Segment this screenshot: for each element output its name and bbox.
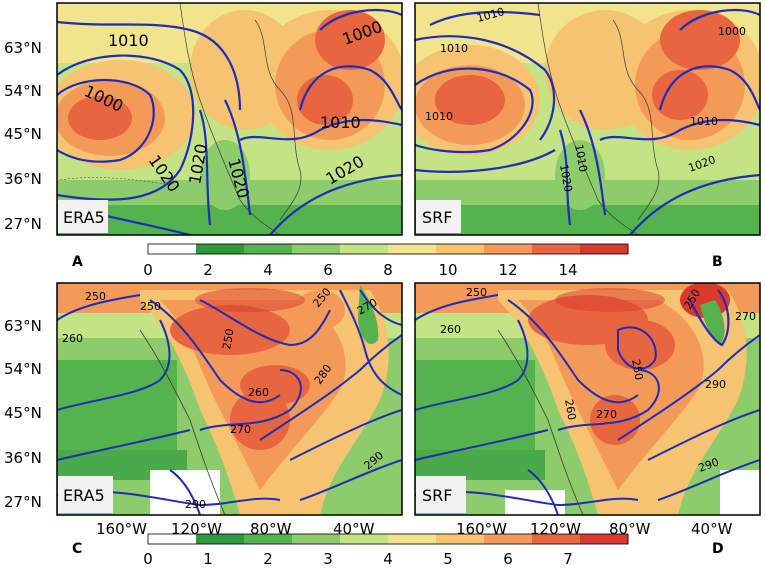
contour-label: 1010 bbox=[690, 115, 718, 128]
colorbar-bottom-swatch bbox=[388, 534, 437, 544]
panel-b-source-box: SRF bbox=[416, 200, 461, 233]
colorbar-bottom: 0 1 2 3 4 5 6 7 bbox=[143, 533, 629, 568]
colorbar-bottom-tick: 4 bbox=[383, 550, 393, 568]
contour-label: 260 bbox=[562, 398, 578, 421]
lat-label: 45°N bbox=[4, 404, 42, 422]
contour-label: 260 bbox=[248, 386, 269, 399]
colorbar-top-swatch bbox=[148, 244, 197, 254]
lon-label: 160°W bbox=[96, 520, 147, 538]
contour-label: 1010 bbox=[425, 110, 453, 123]
panel-letter-c: C bbox=[72, 541, 82, 557]
panel-a-source-label: ERA5 bbox=[63, 208, 105, 227]
colorbar-bottom-swatch bbox=[148, 534, 197, 544]
panel-c-source-label: ERA5 bbox=[63, 486, 105, 505]
colorbar-top-swatch bbox=[580, 244, 629, 254]
contour-label: 270 bbox=[596, 408, 617, 421]
lat-label: 36°N bbox=[4, 449, 42, 467]
colorbar-bottom-swatch bbox=[580, 534, 629, 544]
contour-label: 250 bbox=[629, 358, 645, 381]
lat-label: 63°N bbox=[4, 39, 42, 57]
contour-label: 250 bbox=[466, 286, 487, 299]
contour-label: 1010 bbox=[572, 143, 590, 173]
colorbar-bottom-swatch bbox=[436, 534, 485, 544]
contour-label: 290 bbox=[705, 378, 726, 391]
contour-label: 290 bbox=[185, 498, 206, 511]
colorbar-bottom-tick: 2 bbox=[263, 550, 273, 568]
lon-label: 120°W bbox=[171, 520, 222, 538]
colorbar-bottom-tick: 3 bbox=[323, 550, 333, 568]
contour-label: 1010 bbox=[108, 31, 149, 50]
latitude-labels-bottom: 63°N 54°N 45°N 36°N 27°N bbox=[4, 317, 42, 511]
colorbar-top-swatch bbox=[292, 244, 341, 254]
contour-label: 270 bbox=[735, 310, 756, 323]
lon-label: 120°W bbox=[530, 520, 581, 538]
colorbar-top-tick: 8 bbox=[383, 261, 393, 279]
colorbar-top-swatch bbox=[244, 244, 293, 254]
colorbar-top-tick: 4 bbox=[263, 261, 273, 279]
lon-label: 160°W bbox=[456, 520, 507, 538]
colorbar-top-swatch bbox=[436, 244, 485, 254]
lat-label: 63°N bbox=[4, 317, 42, 335]
lon-label: 80°W bbox=[250, 520, 292, 538]
colorbar-top-tick: 2 bbox=[203, 261, 213, 279]
lat-label: 45°N bbox=[4, 125, 42, 143]
panel-a-map bbox=[56, 2, 403, 236]
colorbar-top-swatch bbox=[340, 244, 389, 254]
colorbar-top-tick: 0 bbox=[143, 261, 153, 279]
colorbar-bottom-tick: 5 bbox=[443, 550, 453, 568]
panel-a-source-box: ERA5 bbox=[58, 200, 108, 233]
panel-b-map bbox=[414, 2, 761, 236]
contour-label: 270 bbox=[230, 423, 251, 436]
contour-label: 1010 bbox=[440, 42, 468, 55]
colorbar-top-tick: 10 bbox=[438, 261, 457, 279]
colorbar-top-swatch bbox=[196, 244, 245, 254]
lat-label: 54°N bbox=[4, 82, 42, 100]
panel-d-map bbox=[414, 282, 761, 516]
longitude-labels-left: 160°W 120°W 80°W 40°W bbox=[96, 520, 375, 538]
contour-label: 260 bbox=[62, 332, 83, 345]
contour-label: 250 bbox=[140, 300, 161, 313]
lat-label: 27°N bbox=[4, 215, 42, 233]
panel-c-source-box: ERA5 bbox=[58, 476, 113, 513]
lon-label: 80°W bbox=[609, 520, 651, 538]
lon-label: 40°W bbox=[333, 520, 375, 538]
contour-label: 260 bbox=[440, 323, 461, 336]
colorbar-bottom-tick: 6 bbox=[503, 550, 513, 568]
contour-label: 1000 bbox=[718, 25, 746, 38]
panel-c-map bbox=[56, 282, 403, 516]
colorbar-bottom-swatch bbox=[292, 534, 341, 544]
colorbar-bottom-swatch bbox=[484, 534, 533, 544]
panel-d-source-box: SRF bbox=[416, 476, 466, 513]
colorbar-top-swatch bbox=[532, 244, 581, 254]
colorbar-top-tick: 6 bbox=[323, 261, 333, 279]
panel-b-source-label: SRF bbox=[422, 208, 452, 227]
colorbar-top-swatch bbox=[388, 244, 437, 254]
lat-label: 36°N bbox=[4, 170, 42, 188]
colorbar-bottom-tick: 7 bbox=[563, 550, 573, 568]
colorbar-top-tick: 12 bbox=[498, 261, 517, 279]
lat-label: 27°N bbox=[4, 493, 42, 511]
colorbar-bottom-swatch bbox=[340, 534, 389, 544]
colorbar-bottom-swatch bbox=[196, 534, 245, 544]
colorbar-top-tick: 14 bbox=[558, 261, 577, 279]
contour-label: 1010 bbox=[320, 113, 361, 132]
latitude-labels-top: 63°N 54°N 45°N 36°N 27°N bbox=[4, 39, 42, 233]
colorbar-top: 0 2 4 6 8 10 12 14 bbox=[143, 243, 629, 279]
contour-label: 250 bbox=[85, 290, 106, 303]
colorbar-bottom-swatch bbox=[532, 534, 581, 544]
panel-letter-a: A bbox=[72, 254, 83, 270]
colorbar-top-swatch bbox=[484, 244, 533, 254]
panel-letter-b: B bbox=[712, 254, 723, 270]
longitude-labels-right: 160°W 120°W 80°W 40°W bbox=[456, 520, 733, 538]
lat-label: 54°N bbox=[4, 360, 42, 378]
lon-label: 40°W bbox=[691, 520, 733, 538]
colorbar-bottom-swatch bbox=[244, 534, 293, 544]
panel-letter-d: D bbox=[712, 541, 724, 557]
colorbar-bottom-tick: 1 bbox=[203, 550, 213, 568]
contour-label: 250 bbox=[220, 328, 236, 351]
panel-d-source-label: SRF bbox=[422, 486, 452, 505]
colorbar-bottom-tick: 0 bbox=[143, 550, 153, 568]
contour-label: 1020 bbox=[557, 163, 575, 193]
